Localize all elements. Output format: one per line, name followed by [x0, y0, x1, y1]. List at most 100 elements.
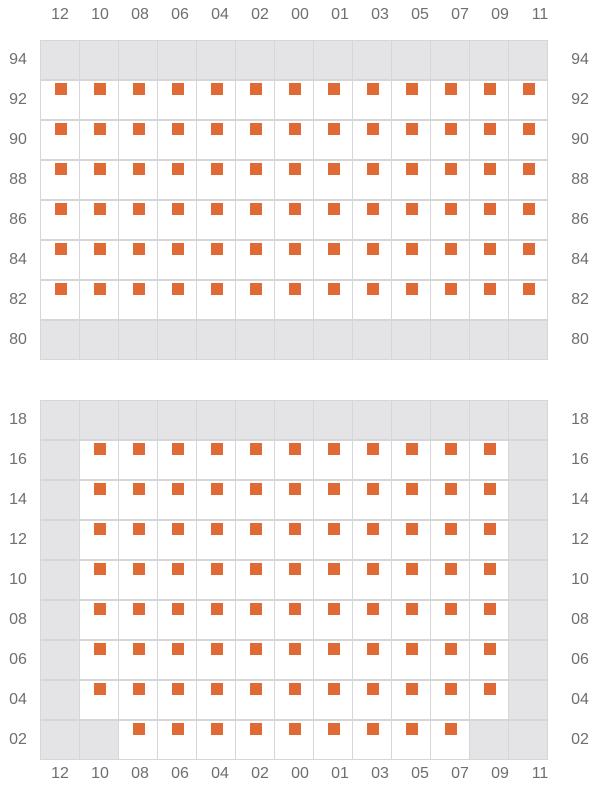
seat-available[interactable] — [172, 723, 184, 735]
seat-available[interactable] — [133, 603, 145, 615]
seat-available[interactable] — [445, 203, 457, 215]
seat-available[interactable] — [445, 643, 457, 655]
seat-available[interactable] — [55, 203, 67, 215]
seat-available[interactable] — [484, 83, 496, 95]
seat-available[interactable] — [94, 563, 106, 575]
seat-available[interactable] — [367, 83, 379, 95]
seat-available[interactable] — [328, 723, 340, 735]
seat-available[interactable] — [250, 163, 262, 175]
seat-available[interactable] — [406, 723, 418, 735]
seat-available[interactable] — [133, 203, 145, 215]
seat-available[interactable] — [289, 83, 301, 95]
seat-available[interactable] — [367, 123, 379, 135]
seat-available[interactable] — [328, 203, 340, 215]
seat-available[interactable] — [328, 563, 340, 575]
seat-available[interactable] — [172, 443, 184, 455]
seat-available[interactable] — [172, 643, 184, 655]
seat-available[interactable] — [406, 83, 418, 95]
seat-available[interactable] — [211, 283, 223, 295]
seat-available[interactable] — [172, 483, 184, 495]
seat-available[interactable] — [484, 563, 496, 575]
seat-available[interactable] — [172, 163, 184, 175]
seat-available[interactable] — [133, 683, 145, 695]
seat-available[interactable] — [172, 243, 184, 255]
seat-available[interactable] — [172, 283, 184, 295]
seat-available[interactable] — [484, 603, 496, 615]
seat-available[interactable] — [94, 243, 106, 255]
seat-available[interactable] — [133, 563, 145, 575]
seat-available[interactable] — [367, 643, 379, 655]
seat-available[interactable] — [250, 603, 262, 615]
seat-available[interactable] — [328, 163, 340, 175]
seat-available[interactable] — [484, 123, 496, 135]
seat-available[interactable] — [406, 643, 418, 655]
seat-available[interactable] — [445, 283, 457, 295]
seat-available[interactable] — [445, 683, 457, 695]
seat-available[interactable] — [328, 243, 340, 255]
seat-available[interactable] — [289, 123, 301, 135]
seat-available[interactable] — [94, 683, 106, 695]
seat-available[interactable] — [211, 243, 223, 255]
seat-available[interactable] — [367, 723, 379, 735]
seat-available[interactable] — [250, 723, 262, 735]
seat-available[interactable] — [484, 643, 496, 655]
seat-available[interactable] — [94, 603, 106, 615]
seat-available[interactable] — [484, 443, 496, 455]
seat-available[interactable] — [523, 283, 535, 295]
seat-available[interactable] — [211, 563, 223, 575]
seat-available[interactable] — [211, 163, 223, 175]
seat-available[interactable] — [289, 723, 301, 735]
seat-available[interactable] — [367, 283, 379, 295]
seat-available[interactable] — [55, 243, 67, 255]
seat-available[interactable] — [94, 83, 106, 95]
seat-available[interactable] — [94, 203, 106, 215]
seat-available[interactable] — [94, 283, 106, 295]
seat-available[interactable] — [289, 523, 301, 535]
seat-available[interactable] — [172, 563, 184, 575]
seat-available[interactable] — [406, 203, 418, 215]
seat-available[interactable] — [55, 283, 67, 295]
seat-available[interactable] — [367, 523, 379, 535]
seat-available[interactable] — [406, 683, 418, 695]
seat-available[interactable] — [328, 283, 340, 295]
seat-available[interactable] — [172, 123, 184, 135]
seat-available[interactable] — [94, 123, 106, 135]
seat-available[interactable] — [94, 443, 106, 455]
seat-available[interactable] — [406, 523, 418, 535]
seat-available[interactable] — [289, 643, 301, 655]
seat-available[interactable] — [484, 163, 496, 175]
seat-available[interactable] — [250, 523, 262, 535]
seat-available[interactable] — [523, 203, 535, 215]
seat-available[interactable] — [133, 723, 145, 735]
seat-available[interactable] — [94, 523, 106, 535]
seat-available[interactable] — [367, 443, 379, 455]
seat-available[interactable] — [484, 683, 496, 695]
seat-available[interactable] — [367, 163, 379, 175]
seat-available[interactable] — [328, 523, 340, 535]
seat-available[interactable] — [94, 163, 106, 175]
seat-available[interactable] — [289, 243, 301, 255]
seat-available[interactable] — [367, 483, 379, 495]
seat-available[interactable] — [484, 283, 496, 295]
seat-available[interactable] — [289, 283, 301, 295]
seat-available[interactable] — [133, 523, 145, 535]
seat-available[interactable] — [250, 643, 262, 655]
seat-available[interactable] — [211, 443, 223, 455]
seat-available[interactable] — [367, 603, 379, 615]
seat-available[interactable] — [484, 523, 496, 535]
seat-available[interactable] — [406, 483, 418, 495]
seat-available[interactable] — [172, 523, 184, 535]
seat-available[interactable] — [289, 203, 301, 215]
seat-available[interactable] — [211, 523, 223, 535]
seat-available[interactable] — [484, 203, 496, 215]
seat-available[interactable] — [523, 163, 535, 175]
seat-available[interactable] — [211, 603, 223, 615]
seat-available[interactable] — [328, 683, 340, 695]
seat-available[interactable] — [445, 123, 457, 135]
seat-available[interactable] — [406, 563, 418, 575]
seat-available[interactable] — [94, 483, 106, 495]
seat-available[interactable] — [172, 203, 184, 215]
seat-available[interactable] — [328, 603, 340, 615]
seat-available[interactable] — [367, 563, 379, 575]
seat-available[interactable] — [445, 483, 457, 495]
